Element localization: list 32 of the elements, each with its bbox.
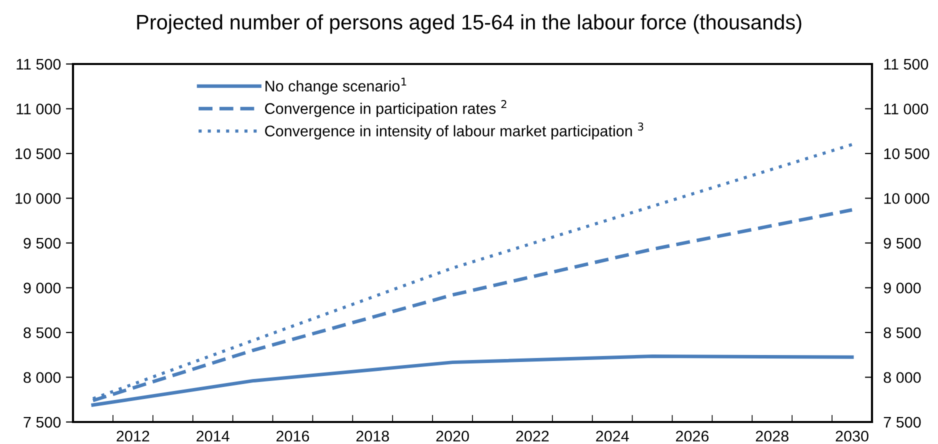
y2-tick-label: 11 000	[884, 104, 928, 114]
x-tick-label: 2022	[516, 430, 549, 442]
y2-tick-label: 9 000	[884, 282, 921, 294]
y-tick-label: 9 500	[24, 238, 61, 249]
y2-tick-label: 9 500	[884, 238, 921, 249]
y2-tick-label: 8 500	[884, 327, 921, 338]
chart-title: Projected number of persons aged 15-64 in the labour force (thousands)	[137, 14, 802, 34]
x-tick-label: 2030	[836, 430, 868, 442]
y2-tick-label: 10 000	[884, 193, 930, 204]
x-tick-label: 2026	[676, 430, 709, 442]
x-tick-label: 2028	[756, 430, 788, 442]
legend-label: Convergence in intensity of labour market participation $^{3}$	[265, 122, 644, 140]
y-tick-label: 11 500	[16, 58, 61, 70]
x-tick-label: 2020	[436, 430, 469, 442]
y-tick-label: 8 000	[24, 372, 61, 383]
y-tick-label: 9 000	[24, 282, 61, 294]
y2-tick-label: 10 500	[884, 148, 930, 160]
y-tick-label: 7 500	[24, 416, 61, 428]
y-tick-label: 8 500	[24, 327, 61, 338]
x-tick-label: 2024	[596, 430, 629, 442]
y-tick-label: 10 000	[16, 193, 61, 204]
x-tick-label: 2016	[276, 430, 310, 442]
x-tick-label: 2018	[356, 430, 389, 442]
x-tick-label: 2014	[196, 430, 230, 442]
legend-label: Convergence in participation rates $^{2}$	[265, 100, 506, 118]
x-tick-label: 2012	[116, 430, 150, 442]
y-tick-label: 11 000	[16, 104, 61, 114]
y-tick-label: 10 500	[16, 148, 61, 160]
legend-label: No change scenario$^{1}$	[266, 78, 406, 95]
y2-tick-label: 7 500	[884, 416, 921, 428]
y2-tick-label: 8 000	[884, 372, 921, 383]
y2-tick-label: 11 500	[884, 58, 928, 70]
